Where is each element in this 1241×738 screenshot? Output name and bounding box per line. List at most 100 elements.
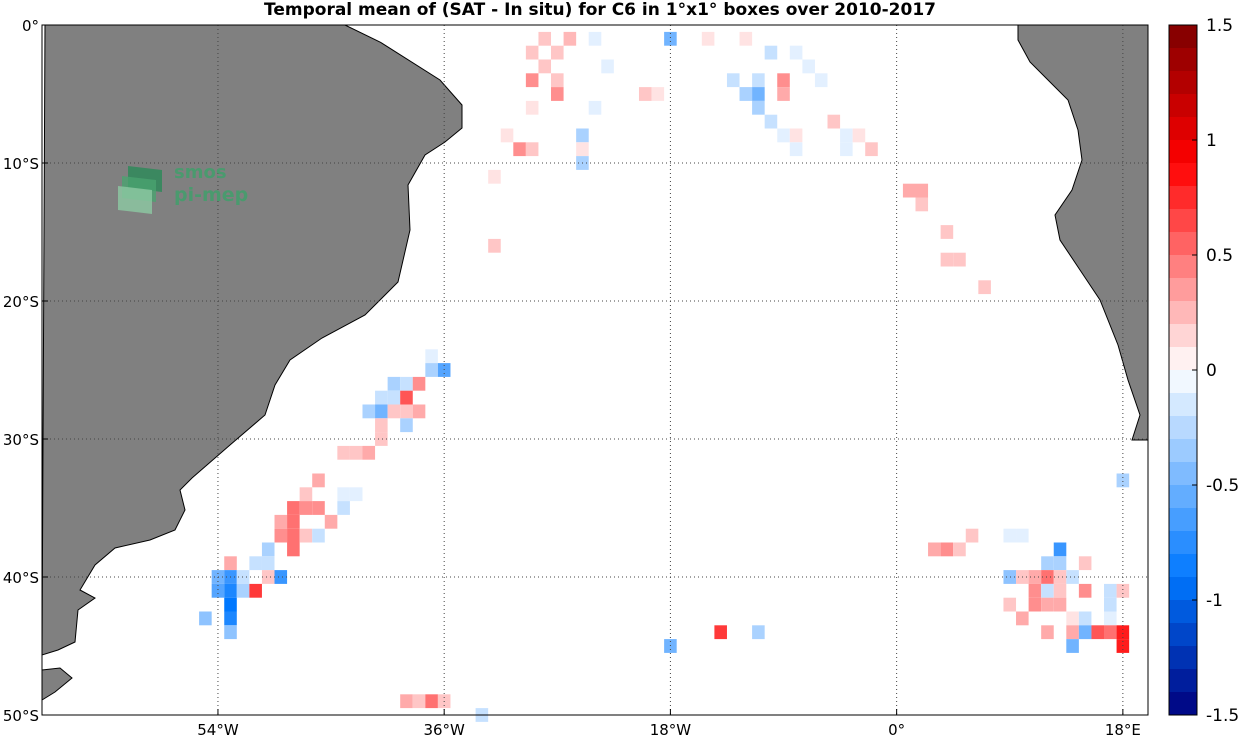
colorbar-swatch — [1169, 48, 1197, 72]
data-cell — [349, 487, 363, 502]
x-axis-ticks: 54°W 36°W 18°W 0° 18°E — [197, 709, 1141, 738]
colorbar-swatch — [1169, 462, 1197, 486]
x-tick-label: 18°W — [650, 721, 692, 738]
colorbar-tick-label: -1.5 — [1206, 706, 1239, 726]
colorbar — [1168, 24, 1198, 716]
data-cell — [928, 542, 941, 557]
data-cell — [588, 31, 602, 46]
colorbar-tick-label: 0.5 — [1206, 246, 1233, 266]
land-africa — [1017, 24, 1149, 441]
data-cell — [638, 87, 652, 101]
data-cell — [752, 625, 765, 640]
colorbar-swatch — [1169, 485, 1197, 509]
colorbar-swatch — [1169, 324, 1197, 348]
data-cell — [1104, 597, 1117, 612]
data-cell — [852, 128, 866, 143]
data-cell — [802, 59, 815, 74]
data-cell — [701, 31, 715, 46]
data-cell — [576, 142, 589, 157]
data-cell — [375, 404, 388, 419]
data-cell — [387, 404, 401, 419]
data-cell — [312, 501, 325, 515]
y-tick-label: 10°S — [3, 155, 39, 173]
data-cell — [1041, 625, 1054, 640]
data-cell — [488, 238, 501, 253]
data-cell — [337, 445, 350, 460]
land-masses — [41, 24, 1149, 701]
colorbar-swatch — [1169, 209, 1197, 233]
data-cell — [525, 45, 539, 60]
data-cell — [400, 390, 413, 405]
data-cell — [1053, 556, 1067, 571]
data-cell — [400, 694, 413, 709]
data-cell — [400, 418, 413, 433]
data-cell — [236, 583, 250, 598]
data-cell — [1066, 570, 1079, 584]
data-cell — [953, 542, 966, 557]
colorbar-swatch — [1169, 163, 1197, 187]
data-cell — [1116, 583, 1130, 598]
data-cell — [261, 556, 275, 571]
data-cell — [764, 114, 778, 129]
data-cell — [1116, 473, 1130, 488]
data-cell — [1078, 625, 1092, 640]
x-tick-label: 54°W — [197, 721, 239, 738]
data-cell — [312, 528, 325, 543]
data-cell — [488, 169, 501, 184]
data-cell — [299, 487, 313, 502]
data-cell — [299, 528, 313, 543]
data-cell — [714, 625, 727, 640]
colorbar-swatch — [1169, 232, 1197, 256]
data-cell — [752, 100, 765, 115]
colorbar-swatch — [1169, 531, 1197, 555]
data-cell — [1066, 625, 1079, 640]
data-cell — [588, 100, 602, 115]
data-cell — [211, 583, 225, 598]
data-cell — [563, 31, 577, 46]
data-cell — [551, 87, 564, 101]
colorbar-swatch — [1169, 71, 1197, 95]
y-tick-label: 20°S — [3, 293, 39, 311]
colorbar-swatch — [1169, 278, 1197, 302]
data-cell — [601, 59, 614, 74]
data-cell — [538, 59, 552, 74]
data-cell — [274, 514, 288, 529]
data-cell — [789, 128, 803, 143]
data-cell — [1091, 625, 1105, 640]
colorbar-swatch — [1169, 255, 1197, 279]
data-cell — [840, 142, 853, 157]
data-cell — [1053, 542, 1067, 557]
data-cell — [915, 197, 929, 212]
data-cell — [840, 128, 853, 143]
colorbar-swatch — [1169, 416, 1197, 440]
data-cell — [412, 404, 426, 419]
colorbar-swatch — [1169, 554, 1197, 578]
data-cell — [538, 31, 552, 46]
data-cell — [387, 376, 401, 391]
data-cell — [324, 514, 338, 529]
data-cell — [1041, 556, 1054, 571]
data-cell — [1041, 597, 1054, 612]
colorbar-swatch — [1169, 301, 1197, 325]
data-cell — [1003, 597, 1017, 612]
data-cell — [1041, 570, 1054, 584]
data-cell — [375, 390, 388, 405]
data-cell — [274, 570, 288, 584]
data-cell — [387, 390, 401, 405]
colorbar-swatch — [1169, 692, 1197, 716]
data-cell — [274, 528, 288, 543]
data-cell — [287, 514, 300, 529]
colorbar-swatch — [1169, 393, 1197, 417]
colorbar-tick-label: -0.5 — [1206, 476, 1239, 496]
colorbar-swatch — [1169, 623, 1197, 647]
colorbar-swatch — [1169, 347, 1197, 371]
data-cell — [814, 73, 828, 88]
data-cell — [1016, 611, 1029, 626]
data-cell — [425, 349, 438, 364]
data-cell — [375, 418, 388, 433]
y-tick-label: 0° — [22, 17, 39, 35]
land-patagonia — [41, 667, 73, 701]
data-cell — [375, 432, 388, 446]
data-cell — [199, 611, 212, 626]
data-cell — [1066, 639, 1079, 653]
